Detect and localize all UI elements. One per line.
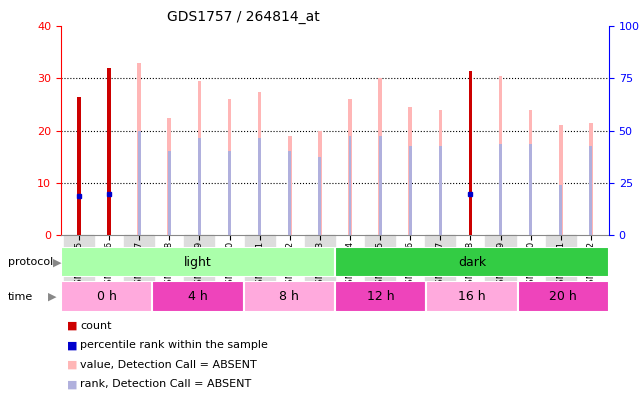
Bar bbox=[469, 70, 472, 235]
Bar bbox=[518, 281, 609, 312]
Bar bbox=[61, 281, 153, 312]
Bar bbox=[438, 110, 442, 235]
Text: 16 h: 16 h bbox=[458, 290, 486, 303]
Text: ▶: ▶ bbox=[53, 258, 61, 267]
Text: ■: ■ bbox=[67, 379, 78, 389]
Bar bbox=[529, 110, 533, 235]
Bar bbox=[425, 235, 455, 308]
Bar bbox=[590, 146, 592, 235]
Bar bbox=[198, 138, 201, 235]
Bar bbox=[499, 144, 502, 235]
Text: count: count bbox=[80, 321, 112, 331]
Text: ■: ■ bbox=[67, 341, 78, 350]
Bar bbox=[78, 97, 81, 235]
Bar bbox=[185, 235, 215, 308]
Bar bbox=[319, 157, 321, 235]
Bar bbox=[318, 130, 322, 235]
Bar bbox=[545, 235, 576, 308]
Bar bbox=[288, 151, 291, 235]
Text: protocol: protocol bbox=[8, 258, 53, 267]
Bar bbox=[365, 235, 395, 308]
Bar bbox=[137, 63, 141, 235]
Text: value, Detection Call = ABSENT: value, Detection Call = ABSENT bbox=[80, 360, 257, 370]
Text: 20 h: 20 h bbox=[549, 290, 577, 303]
Bar bbox=[559, 126, 563, 235]
Bar bbox=[409, 146, 412, 235]
Bar bbox=[485, 235, 515, 308]
Bar bbox=[138, 130, 140, 235]
Bar bbox=[335, 281, 426, 312]
Text: dark: dark bbox=[458, 256, 486, 269]
Bar bbox=[61, 247, 335, 277]
Text: GDS1757 / 264814_at: GDS1757 / 264814_at bbox=[167, 10, 320, 24]
Bar bbox=[245, 235, 275, 308]
Bar bbox=[439, 146, 442, 235]
Bar bbox=[379, 136, 381, 235]
Bar bbox=[64, 235, 94, 308]
Bar bbox=[499, 76, 503, 235]
Bar bbox=[589, 123, 593, 235]
Text: ■: ■ bbox=[67, 321, 78, 331]
Bar bbox=[108, 68, 111, 235]
Bar bbox=[244, 281, 335, 312]
Bar bbox=[426, 281, 518, 312]
Bar bbox=[168, 151, 171, 235]
Bar bbox=[560, 185, 562, 235]
Text: percentile rank within the sample: percentile rank within the sample bbox=[80, 341, 268, 350]
Bar bbox=[305, 235, 335, 308]
Text: 12 h: 12 h bbox=[367, 290, 394, 303]
Text: ■: ■ bbox=[67, 360, 78, 370]
Bar bbox=[197, 81, 201, 235]
Bar bbox=[228, 151, 231, 235]
Text: 0 h: 0 h bbox=[97, 290, 117, 303]
Text: 4 h: 4 h bbox=[188, 290, 208, 303]
Bar bbox=[167, 117, 171, 235]
Text: 8 h: 8 h bbox=[279, 290, 299, 303]
Bar bbox=[288, 136, 292, 235]
Bar bbox=[124, 235, 154, 308]
Bar bbox=[258, 138, 261, 235]
Bar bbox=[529, 144, 532, 235]
Text: ▶: ▶ bbox=[48, 292, 56, 302]
Text: light: light bbox=[184, 256, 212, 269]
Text: time: time bbox=[8, 292, 33, 302]
Bar bbox=[349, 136, 351, 235]
Bar bbox=[348, 99, 352, 235]
Bar bbox=[408, 107, 412, 235]
Bar bbox=[258, 92, 262, 235]
Bar bbox=[378, 79, 382, 235]
Bar bbox=[335, 247, 609, 277]
Bar bbox=[228, 99, 231, 235]
Bar bbox=[153, 281, 244, 312]
Text: rank, Detection Call = ABSENT: rank, Detection Call = ABSENT bbox=[80, 379, 251, 389]
